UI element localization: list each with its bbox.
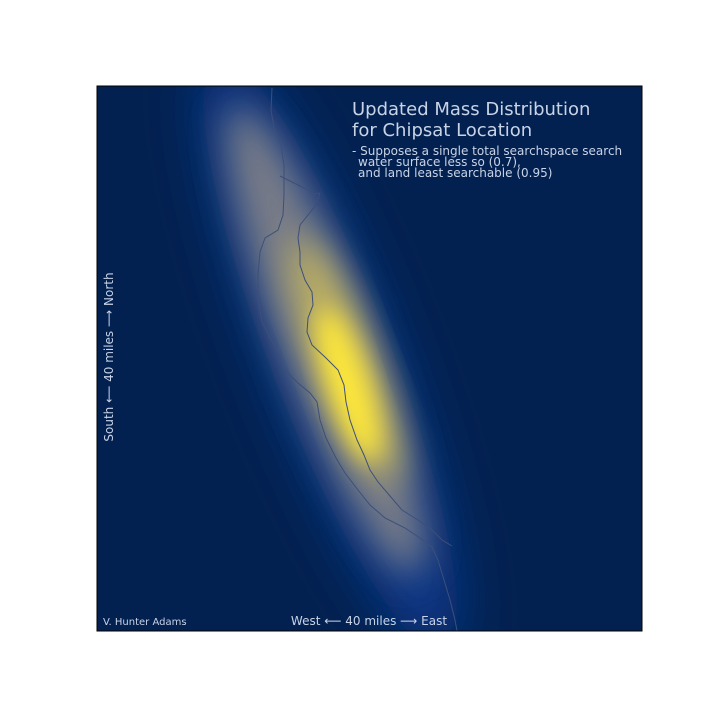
title-line-1: Updated Mass Distribution (352, 99, 590, 120)
x-axis-label: West ⟵ 40 miles ⟶ East (291, 614, 447, 628)
coastline (257, 87, 458, 631)
title-line-2: for Chipsat Location (352, 120, 532, 141)
note-line-1: - Supposes a single total searchspace se… (352, 144, 622, 158)
y-axis-label: South ⟵ 40 miles ⟶ North (102, 272, 116, 441)
heatmap (202, 86, 458, 631)
peak-density (316, 308, 380, 462)
note-line-2: water surface less so (0.7), (358, 155, 521, 169)
note-line-3: and land least searchable (0.95) (358, 166, 552, 180)
author-credit: V. Hunter Adams (103, 617, 187, 628)
inlet-shoreline (279, 175, 321, 195)
plot-border (96, 85, 643, 632)
bay-shoreline (297, 192, 453, 547)
